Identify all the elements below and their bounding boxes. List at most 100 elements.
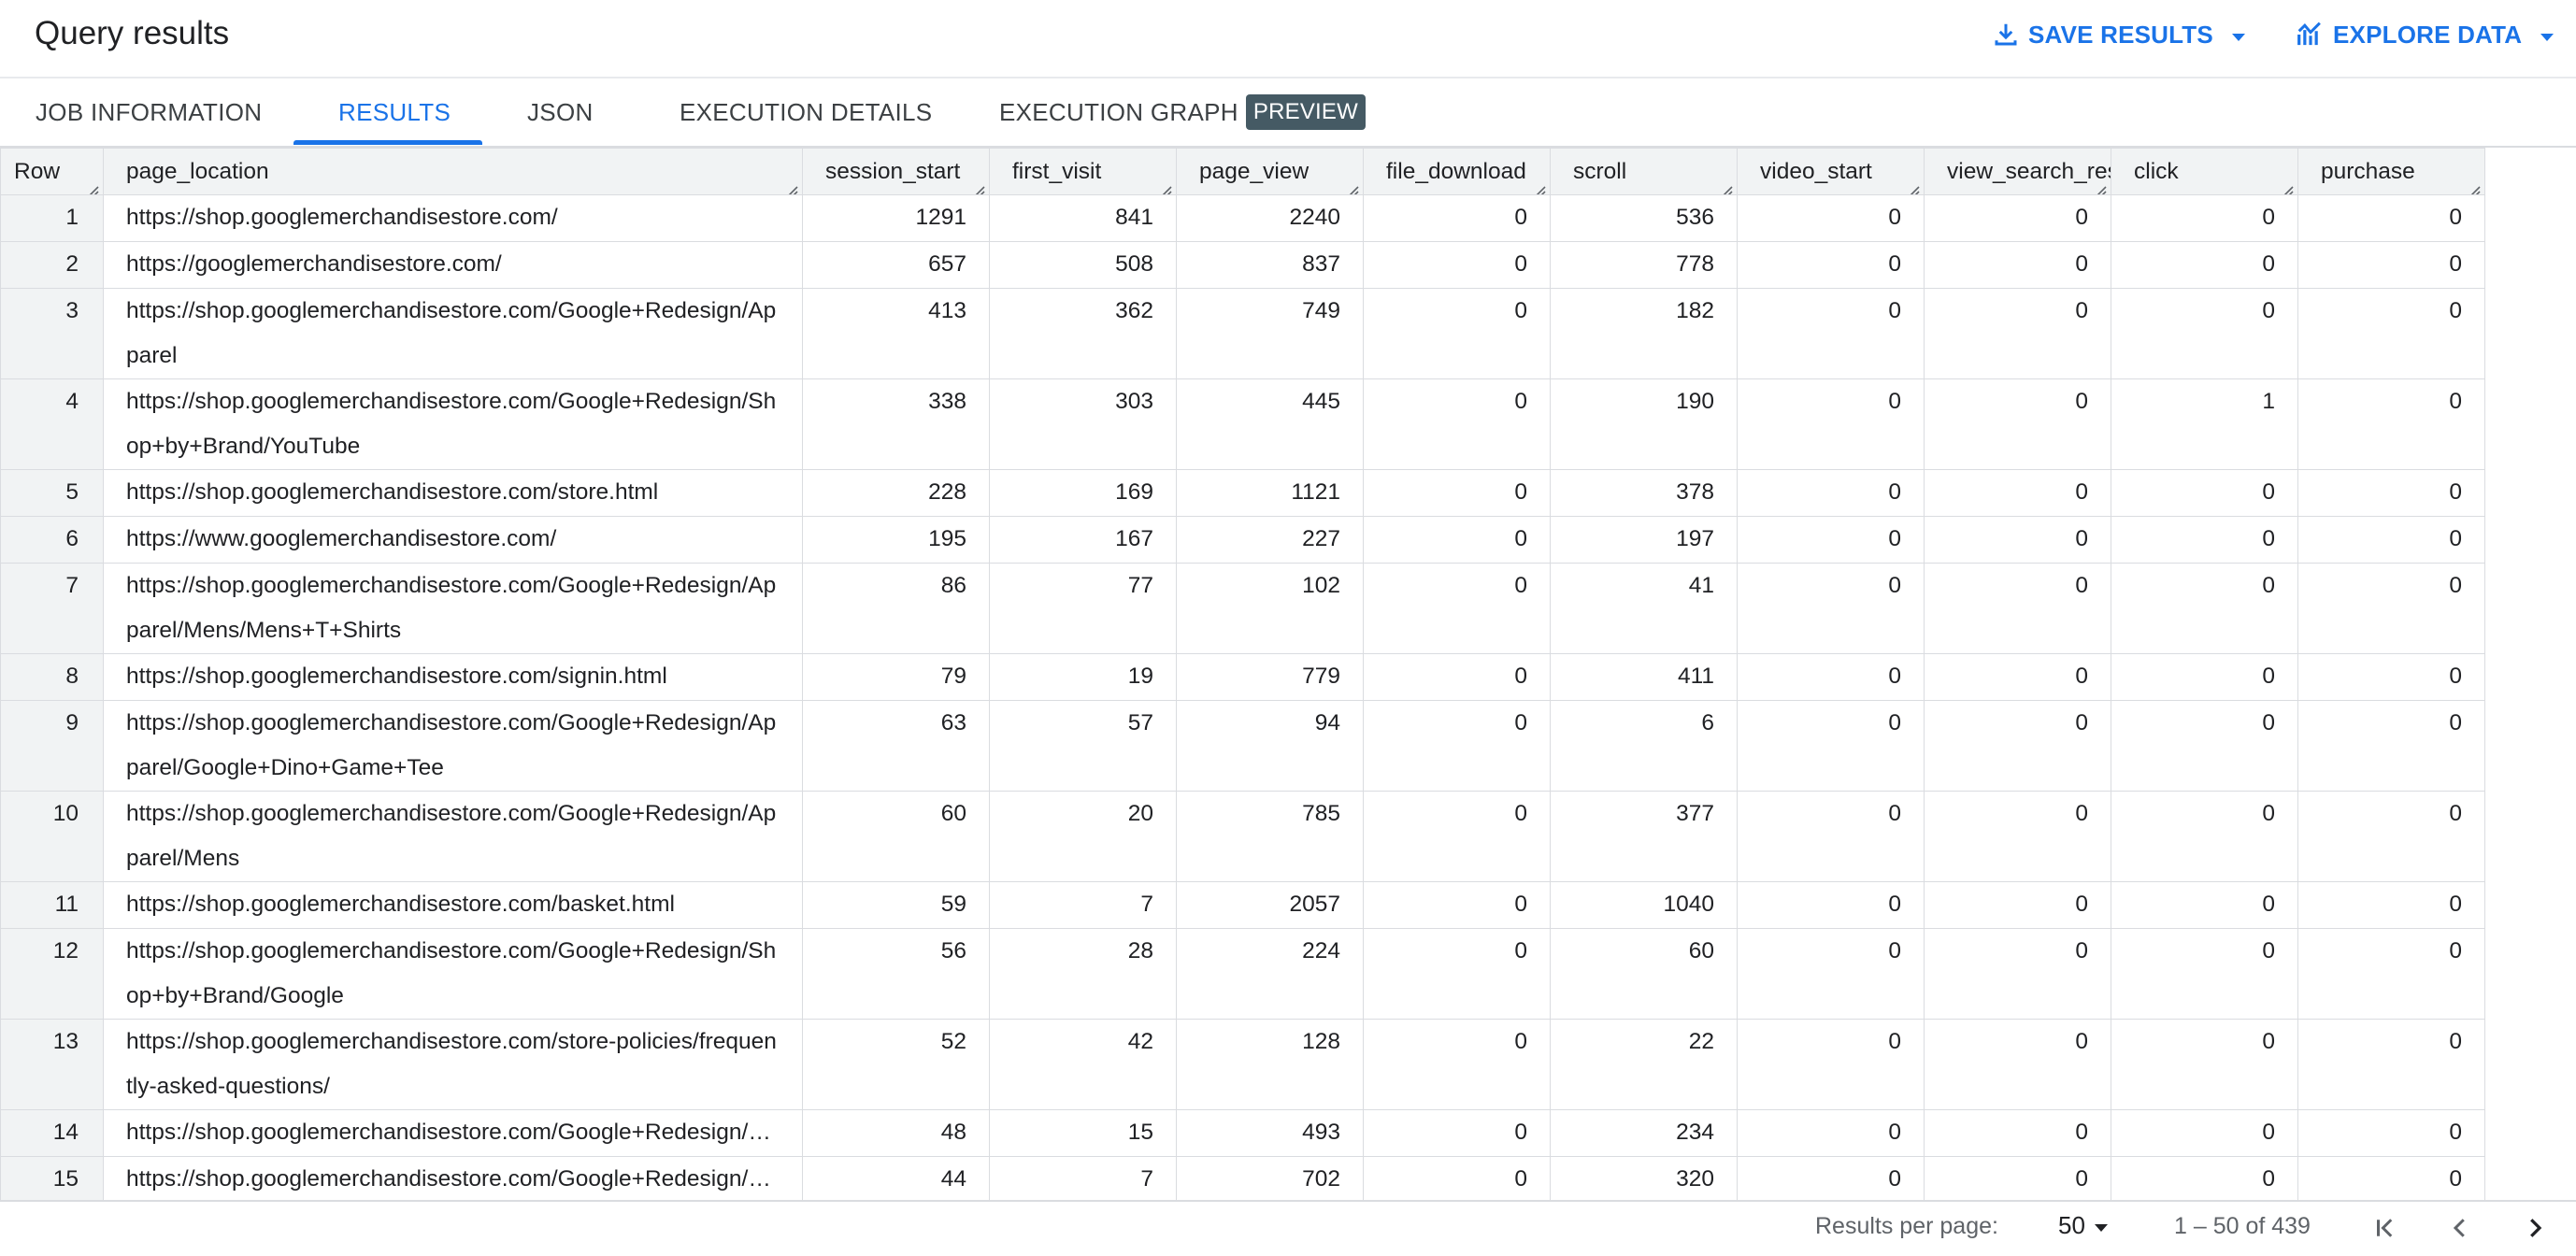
table-row[interactable]: 1 https://shop.googlemerchandisestore.com…	[0, 194, 2485, 242]
tab-json[interactable]: JSON	[527, 97, 594, 126]
table-row[interactable]: 9 https://shop.googlemerchandisestore.com…	[0, 700, 2485, 792]
column-resize-handle-icon[interactable]	[1907, 178, 1920, 194]
tab-job-information[interactable]: JOB INFORMATION	[36, 97, 263, 126]
column-header-purchase[interactable]: purchase	[2297, 148, 2485, 195]
cell-purchase: 0	[2297, 1019, 2485, 1110]
row-number-cell: 10	[0, 791, 104, 882]
cell-scroll: 182	[1550, 288, 1738, 379]
table-row[interactable]: 13 https://shop.googlemerchandisestore.co…	[0, 1019, 2485, 1110]
previous-page-button[interactable]	[2441, 1211, 2479, 1249]
column-header-first-visit[interactable]: first_visit	[989, 148, 1177, 195]
cell-scroll: 60	[1550, 928, 1738, 1020]
cell-page-view: 837	[1176, 241, 1364, 289]
column-resize-handle-icon[interactable]	[972, 178, 985, 194]
results-per-page-select[interactable]: 50	[2058, 1211, 2110, 1240]
cell-click: 1	[2111, 378, 2298, 470]
cell-session-start: 60	[802, 791, 990, 882]
first-page-button[interactable]	[2367, 1211, 2404, 1249]
cell-video-start: 0	[1737, 516, 1925, 564]
column-header-session-start[interactable]: session_start	[802, 148, 990, 195]
column-resize-handle-icon[interactable]	[2468, 178, 2481, 194]
cell-session-start: 413	[802, 288, 990, 379]
column-header-row[interactable]: Row	[0, 148, 104, 195]
cell-first-visit: 77	[989, 563, 1177, 654]
cell-first-visit: 362	[989, 288, 1177, 379]
column-header-video-start[interactable]: video_start	[1737, 148, 1925, 195]
column-header-label: click	[2134, 158, 2179, 184]
table-row[interactable]: 5 https://shop.googlemerchandisestore.com…	[0, 469, 2485, 517]
column-header-label: page_location	[126, 158, 269, 184]
table-row[interactable]: 8 https://shop.googlemerchandisestore.com…	[0, 653, 2485, 701]
cell-file-download: 0	[1363, 516, 1551, 564]
cell-view-search-res: 0	[1924, 928, 2111, 1020]
cell-scroll: 190	[1550, 378, 1738, 470]
cell-session-start: 48	[802, 1109, 990, 1157]
table-row[interactable]: 15 https://shop.googlemerchandisestore.co…	[0, 1156, 2485, 1200]
cell-video-start: 0	[1737, 469, 1925, 517]
tab-results[interactable]: RESULTS	[338, 97, 451, 126]
column-resize-handle-icon[interactable]	[1159, 178, 1172, 194]
cell-session-start: 86	[802, 563, 990, 654]
column-header-label: purchase	[2321, 158, 2415, 184]
table-row[interactable]: 2 https://googlemerchandisestore.com/657 5…	[0, 241, 2485, 289]
table-row[interactable]: 12 https://shop.googlemerchandisestore.co…	[0, 928, 2485, 1020]
cell-file-download: 0	[1363, 1156, 1551, 1200]
cell-scroll: 197	[1550, 516, 1738, 564]
cell-view-search-res: 0	[1924, 516, 2111, 564]
cell-video-start: 0	[1737, 1019, 1925, 1110]
tab-execution-graph[interactable]: EXECUTION GRAPH PREVIEW	[999, 78, 1366, 146]
column-resize-handle-icon[interactable]	[2281, 178, 2294, 194]
column-resize-handle-icon[interactable]	[1533, 178, 1546, 194]
table-row[interactable]: 3 https://shop.googlemerchandisestore.com…	[0, 288, 2485, 379]
column-header-click[interactable]: click	[2111, 148, 2298, 195]
next-page-button[interactable]	[2516, 1211, 2554, 1249]
cell-video-start: 0	[1737, 563, 1925, 654]
table-row[interactable]: 6 https://www.googlemerchandisestore.com/…	[0, 516, 2485, 564]
cell-file-download: 0	[1363, 469, 1551, 517]
column-resize-handle-icon[interactable]	[785, 178, 798, 194]
cell-first-visit: 303	[989, 378, 1177, 470]
tab-execution-details[interactable]: EXECUTION DETAILS	[680, 97, 933, 126]
column-resize-handle-icon[interactable]	[2094, 178, 2107, 194]
cell-click: 0	[2111, 1019, 2298, 1110]
column-header-view-search-res[interactable]: view_search_res	[1924, 148, 2111, 195]
column-resize-handle-icon[interactable]	[1346, 178, 1359, 194]
caret-down-icon	[2093, 1211, 2110, 1240]
save-results-button[interactable]: SAVE RESULTS	[1989, 15, 2247, 54]
column-header-page-view[interactable]: page_view	[1176, 148, 1364, 195]
cell-click: 0	[2111, 881, 2298, 929]
cell-first-visit: 42	[989, 1019, 1177, 1110]
cell-scroll: 778	[1550, 241, 1738, 289]
page-location-cell: https://shop.googlemerchandisestore.com/…	[103, 928, 803, 1020]
page-location-cell: https://shop.googlemerchandisestore.com/	[103, 194, 803, 242]
table-row[interactable]: 10 https://shop.googlemerchandisestore.co…	[0, 791, 2485, 882]
row-number-cell: 1	[0, 194, 104, 242]
explore-data-button[interactable]: EXPLORE DATA	[2294, 15, 2555, 54]
results-grid[interactable]: Row page_location session_start first_visit…	[0, 148, 2576, 1200]
table-row[interactable]: 14 https://shop.googlemerchandisestore.co…	[0, 1109, 2485, 1157]
cell-first-visit: 167	[989, 516, 1177, 564]
cell-video-start: 0	[1737, 653, 1925, 701]
table-row[interactable]: 4 https://shop.googlemerchandisestore.com…	[0, 378, 2485, 470]
table-row[interactable]: 11 https://shop.googlemerchandisestore.co…	[0, 881, 2485, 929]
cell-page-view: 1121	[1176, 469, 1364, 517]
column-header-file-download[interactable]: file_download	[1363, 148, 1551, 195]
cell-scroll: 536	[1550, 194, 1738, 242]
column-header-page-location[interactable]: page_location	[103, 148, 803, 195]
cell-click: 0	[2111, 653, 2298, 701]
preview-badge: PREVIEW	[1245, 94, 1366, 130]
column-header-label: page_view	[1199, 158, 1309, 184]
column-resize-handle-icon[interactable]	[86, 178, 99, 194]
page-location-cell: https://shop.googlemerchandisestore.com/…	[103, 653, 803, 701]
cell-click: 0	[2111, 516, 2298, 564]
cell-video-start: 0	[1737, 700, 1925, 792]
column-header-label: video_start	[1760, 158, 1872, 184]
row-number-cell: 14	[0, 1109, 104, 1157]
page-location-cell: https://shop.googlemerchandisestore.com/…	[103, 378, 803, 470]
cell-page-view: 94	[1176, 700, 1364, 792]
cell-video-start: 0	[1737, 1156, 1925, 1200]
column-header-scroll[interactable]: scroll	[1550, 148, 1738, 195]
column-resize-handle-icon[interactable]	[1720, 178, 1733, 194]
table-row[interactable]: 7 https://shop.googlemerchandisestore.com…	[0, 563, 2485, 654]
cell-file-download: 0	[1363, 378, 1551, 470]
